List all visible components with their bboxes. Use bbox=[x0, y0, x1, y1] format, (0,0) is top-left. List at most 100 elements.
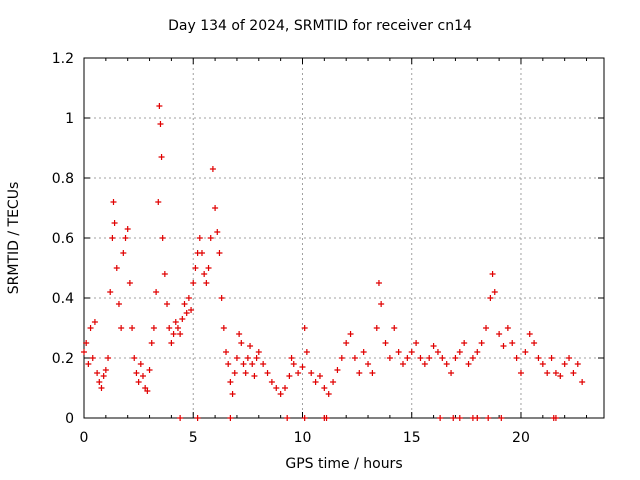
data-point bbox=[177, 331, 184, 337]
data-point bbox=[426, 355, 433, 361]
data-point bbox=[214, 229, 221, 235]
data-point bbox=[156, 103, 163, 109]
data-point bbox=[330, 379, 337, 385]
zero-data-point bbox=[474, 415, 481, 421]
data-point bbox=[531, 340, 538, 346]
data-point bbox=[137, 361, 144, 367]
data-point bbox=[417, 355, 424, 361]
zero-data-point bbox=[194, 415, 201, 421]
data-point bbox=[157, 121, 164, 127]
data-point bbox=[260, 361, 267, 367]
data-point bbox=[183, 310, 190, 316]
data-point bbox=[168, 340, 175, 346]
data-point bbox=[172, 319, 179, 325]
data-point bbox=[334, 367, 341, 373]
data-point bbox=[85, 361, 92, 367]
data-point bbox=[557, 373, 564, 379]
x-tick-label: 10 bbox=[294, 430, 312, 446]
data-point bbox=[185, 295, 192, 301]
data-point bbox=[122, 235, 129, 241]
zero-data-point bbox=[227, 415, 234, 421]
data-point bbox=[190, 280, 197, 286]
data-point bbox=[174, 325, 181, 331]
data-point bbox=[566, 355, 573, 361]
data-point bbox=[247, 343, 254, 349]
zero-data-point bbox=[301, 415, 308, 421]
data-point bbox=[483, 325, 490, 331]
data-point bbox=[249, 361, 256, 367]
data-point bbox=[570, 370, 577, 376]
data-point bbox=[109, 235, 116, 241]
data-point bbox=[369, 370, 376, 376]
data-point bbox=[129, 325, 136, 331]
data-point bbox=[229, 391, 236, 397]
data-point bbox=[155, 199, 162, 205]
zero-data-point bbox=[485, 415, 492, 421]
data-point bbox=[391, 325, 398, 331]
data-point bbox=[120, 250, 127, 256]
data-point bbox=[456, 349, 463, 355]
data-point bbox=[430, 343, 437, 349]
data-point bbox=[126, 280, 133, 286]
data-point bbox=[225, 361, 232, 367]
y-tick-label: 0.6 bbox=[52, 231, 74, 247]
y-axis-label: SRMTID / TECUs bbox=[6, 181, 22, 295]
data-point bbox=[375, 280, 382, 286]
data-point bbox=[107, 289, 114, 295]
data-point bbox=[526, 331, 533, 337]
data-point bbox=[244, 355, 251, 361]
data-point bbox=[220, 325, 227, 331]
data-point bbox=[148, 340, 155, 346]
y-tick-label: 1 bbox=[65, 111, 74, 127]
data-point bbox=[201, 271, 208, 277]
data-point bbox=[399, 361, 406, 367]
data-point bbox=[465, 361, 472, 367]
data-point bbox=[113, 265, 120, 271]
data-point bbox=[286, 373, 293, 379]
data-point bbox=[111, 220, 118, 226]
data-point bbox=[87, 325, 94, 331]
data-point bbox=[378, 301, 385, 307]
data-point bbox=[386, 355, 393, 361]
data-point bbox=[295, 370, 302, 376]
data-point bbox=[312, 379, 319, 385]
data-point bbox=[290, 361, 297, 367]
data-point bbox=[98, 385, 105, 391]
y-tick-label: 0.4 bbox=[52, 291, 74, 307]
chart-title: Day 134 of 2024, SRMTID for receiver cn1… bbox=[168, 18, 472, 34]
data-point bbox=[81, 349, 87, 355]
data-point bbox=[212, 205, 219, 211]
data-point bbox=[552, 370, 559, 376]
data-point bbox=[188, 307, 195, 313]
y-tick-label: 1.2 bbox=[52, 51, 74, 67]
data-point bbox=[150, 325, 157, 331]
data-point bbox=[198, 250, 205, 256]
data-point bbox=[351, 355, 358, 361]
data-point bbox=[522, 349, 529, 355]
data-point bbox=[223, 349, 230, 355]
data-point bbox=[517, 370, 524, 376]
zero-data-point bbox=[450, 415, 457, 421]
data-point bbox=[574, 361, 581, 367]
data-point bbox=[360, 349, 367, 355]
data-point bbox=[179, 316, 186, 322]
data-point bbox=[500, 343, 507, 349]
zero-data-point bbox=[177, 415, 184, 421]
data-point bbox=[539, 361, 546, 367]
data-point bbox=[434, 349, 441, 355]
zero-data-point bbox=[437, 415, 444, 421]
data-point bbox=[139, 373, 146, 379]
x-tick-label: 5 bbox=[189, 430, 198, 446]
data-point bbox=[102, 367, 109, 373]
data-point bbox=[181, 301, 188, 307]
zero-data-point bbox=[456, 415, 463, 421]
zero-data-point bbox=[498, 415, 505, 421]
data-point bbox=[238, 340, 245, 346]
data-point bbox=[404, 355, 411, 361]
data-point bbox=[115, 301, 122, 307]
data-point bbox=[395, 349, 402, 355]
data-point bbox=[227, 379, 234, 385]
data-point bbox=[299, 364, 306, 370]
data-point bbox=[96, 379, 103, 385]
